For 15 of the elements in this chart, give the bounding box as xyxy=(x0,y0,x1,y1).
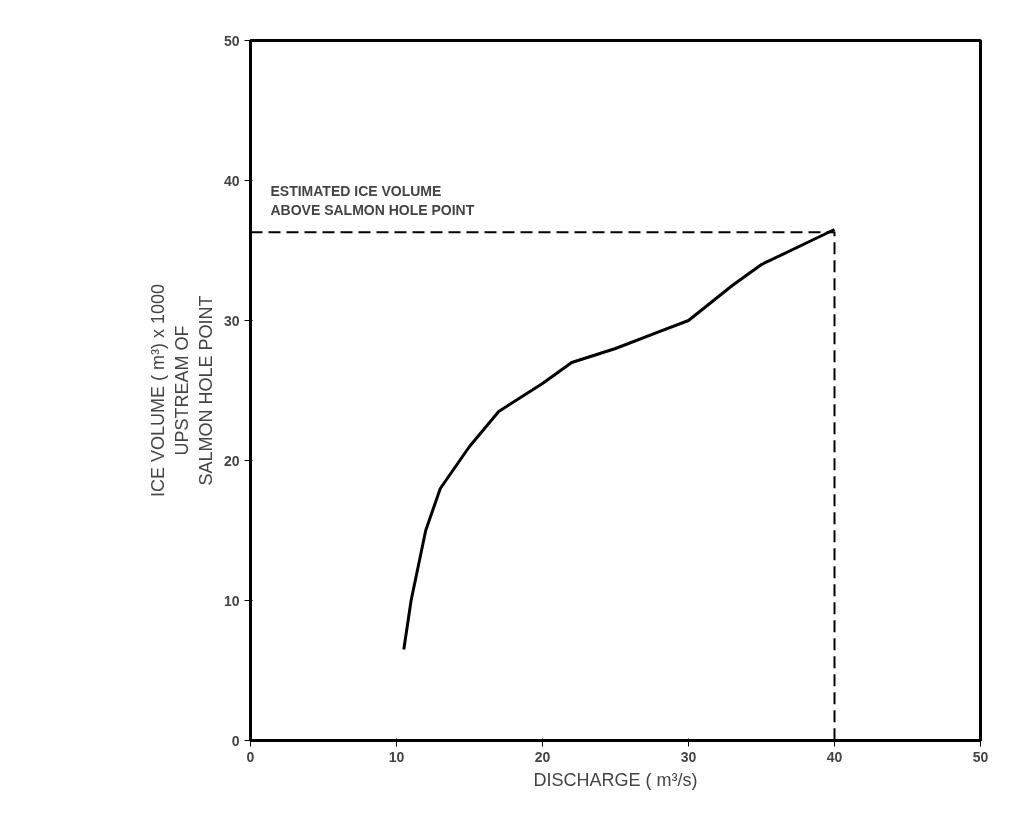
x-tick-label: 30 xyxy=(680,748,697,765)
x-tick-label: 10 xyxy=(388,748,405,765)
y-tick-label: 30 xyxy=(223,312,240,329)
x-axis-title: DISCHARGE ( m³/s) xyxy=(533,769,698,790)
x-tick-label: 50 xyxy=(972,748,989,765)
y-tick-label: 40 xyxy=(223,172,240,189)
x-tick-label: 40 xyxy=(826,748,843,765)
y-tick-label: 10 xyxy=(223,592,240,609)
annotation: ESTIMATED ICE VOLUME ABOVE SALMON HOLE POINT xyxy=(270,183,475,219)
x-tick-label: 0 xyxy=(246,748,255,765)
y-axis-title: ICE VOLUME ( m³) x 1000 UPSTREAM OF SALMON HOLE POINT xyxy=(147,283,216,498)
x-tick-label: 20 xyxy=(534,748,551,765)
y-tick-label: 0 xyxy=(231,732,240,749)
y-tick-label: 20 xyxy=(223,452,240,469)
y-tick-label: 50 xyxy=(223,32,240,49)
